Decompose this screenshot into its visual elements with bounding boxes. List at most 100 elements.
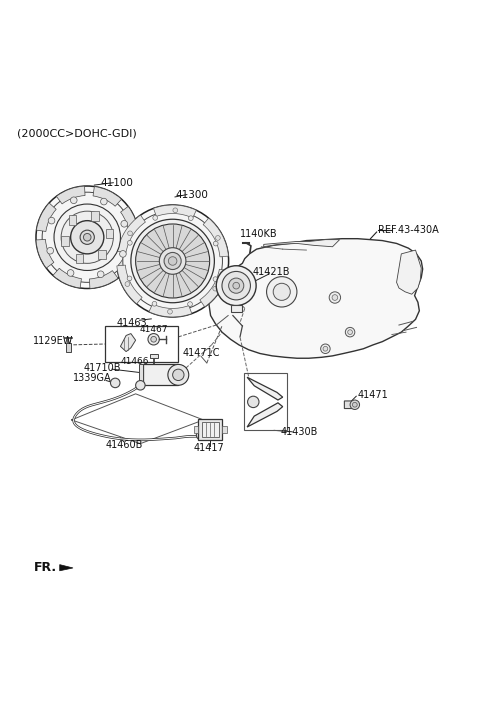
Polygon shape [247,403,283,427]
Circle shape [48,217,55,224]
Circle shape [152,301,157,306]
FancyBboxPatch shape [91,211,99,221]
Polygon shape [150,354,158,358]
Circle shape [110,378,120,387]
Circle shape [153,216,157,221]
Circle shape [332,295,338,300]
Polygon shape [202,422,219,436]
Text: 41300: 41300 [175,189,208,199]
Wedge shape [200,269,228,307]
Circle shape [348,329,352,334]
Circle shape [136,380,145,390]
Circle shape [168,309,172,314]
Wedge shape [120,206,138,235]
Circle shape [125,281,130,286]
Circle shape [196,431,206,440]
Polygon shape [139,364,143,385]
Text: 41710B: 41710B [84,363,121,373]
Wedge shape [203,218,228,257]
Circle shape [216,266,256,305]
Circle shape [47,247,54,254]
Wedge shape [53,268,82,288]
Circle shape [350,400,360,409]
Wedge shape [149,304,192,317]
Circle shape [233,282,240,289]
Text: 41466: 41466 [120,356,149,366]
Circle shape [173,208,178,213]
Polygon shape [222,426,227,433]
Circle shape [131,219,215,303]
Circle shape [216,235,220,240]
Circle shape [128,231,132,235]
Circle shape [321,344,330,354]
Polygon shape [208,239,423,358]
Text: 41471C: 41471C [182,349,220,358]
Circle shape [168,257,177,265]
Circle shape [248,396,259,408]
Text: REF.43-430A: REF.43-430A [378,225,438,235]
Wedge shape [93,187,121,206]
Text: 41460B: 41460B [105,440,143,450]
Circle shape [273,284,290,300]
Circle shape [120,250,126,257]
Circle shape [168,364,189,385]
Circle shape [67,269,74,276]
Text: (2000CC>DOHC-GDI): (2000CC>DOHC-GDI) [17,128,137,138]
Circle shape [71,197,77,204]
Circle shape [127,276,132,281]
Circle shape [159,247,186,274]
Text: 41100: 41100 [100,177,133,187]
Wedge shape [36,240,54,268]
Circle shape [136,224,210,298]
Circle shape [80,230,95,245]
Circle shape [222,271,251,300]
Polygon shape [198,419,222,440]
Polygon shape [264,240,340,247]
FancyBboxPatch shape [69,215,76,225]
FancyBboxPatch shape [106,228,113,238]
Circle shape [189,216,193,221]
Wedge shape [56,186,85,204]
Circle shape [71,221,104,254]
Wedge shape [89,271,118,288]
Circle shape [128,240,132,245]
Polygon shape [143,364,179,385]
Circle shape [148,334,159,345]
Polygon shape [60,565,73,571]
Polygon shape [396,250,421,294]
Circle shape [188,302,192,306]
Text: FR.: FR. [34,561,57,575]
Circle shape [164,252,181,269]
FancyBboxPatch shape [98,250,106,259]
Text: 41430B: 41430B [281,427,318,437]
Circle shape [352,402,357,407]
FancyBboxPatch shape [76,254,83,264]
FancyBboxPatch shape [61,236,69,246]
Polygon shape [105,327,179,362]
Circle shape [151,337,156,342]
Circle shape [228,278,244,293]
Polygon shape [193,426,198,433]
Circle shape [121,221,128,227]
Circle shape [329,292,341,303]
Circle shape [266,276,297,307]
Wedge shape [36,203,56,231]
Circle shape [54,204,120,271]
Wedge shape [118,243,138,271]
Polygon shape [247,378,283,400]
Circle shape [345,327,355,337]
Wedge shape [118,215,145,252]
FancyBboxPatch shape [230,305,242,312]
Circle shape [123,211,222,311]
Polygon shape [344,401,355,409]
Polygon shape [120,334,136,351]
Wedge shape [154,205,196,218]
Text: 1339GA: 1339GA [73,373,112,383]
Circle shape [213,276,218,281]
Text: 41463: 41463 [117,317,148,327]
Circle shape [42,192,132,282]
Circle shape [213,286,217,291]
Polygon shape [66,343,71,351]
Circle shape [173,369,184,380]
Text: 41467: 41467 [139,325,168,334]
